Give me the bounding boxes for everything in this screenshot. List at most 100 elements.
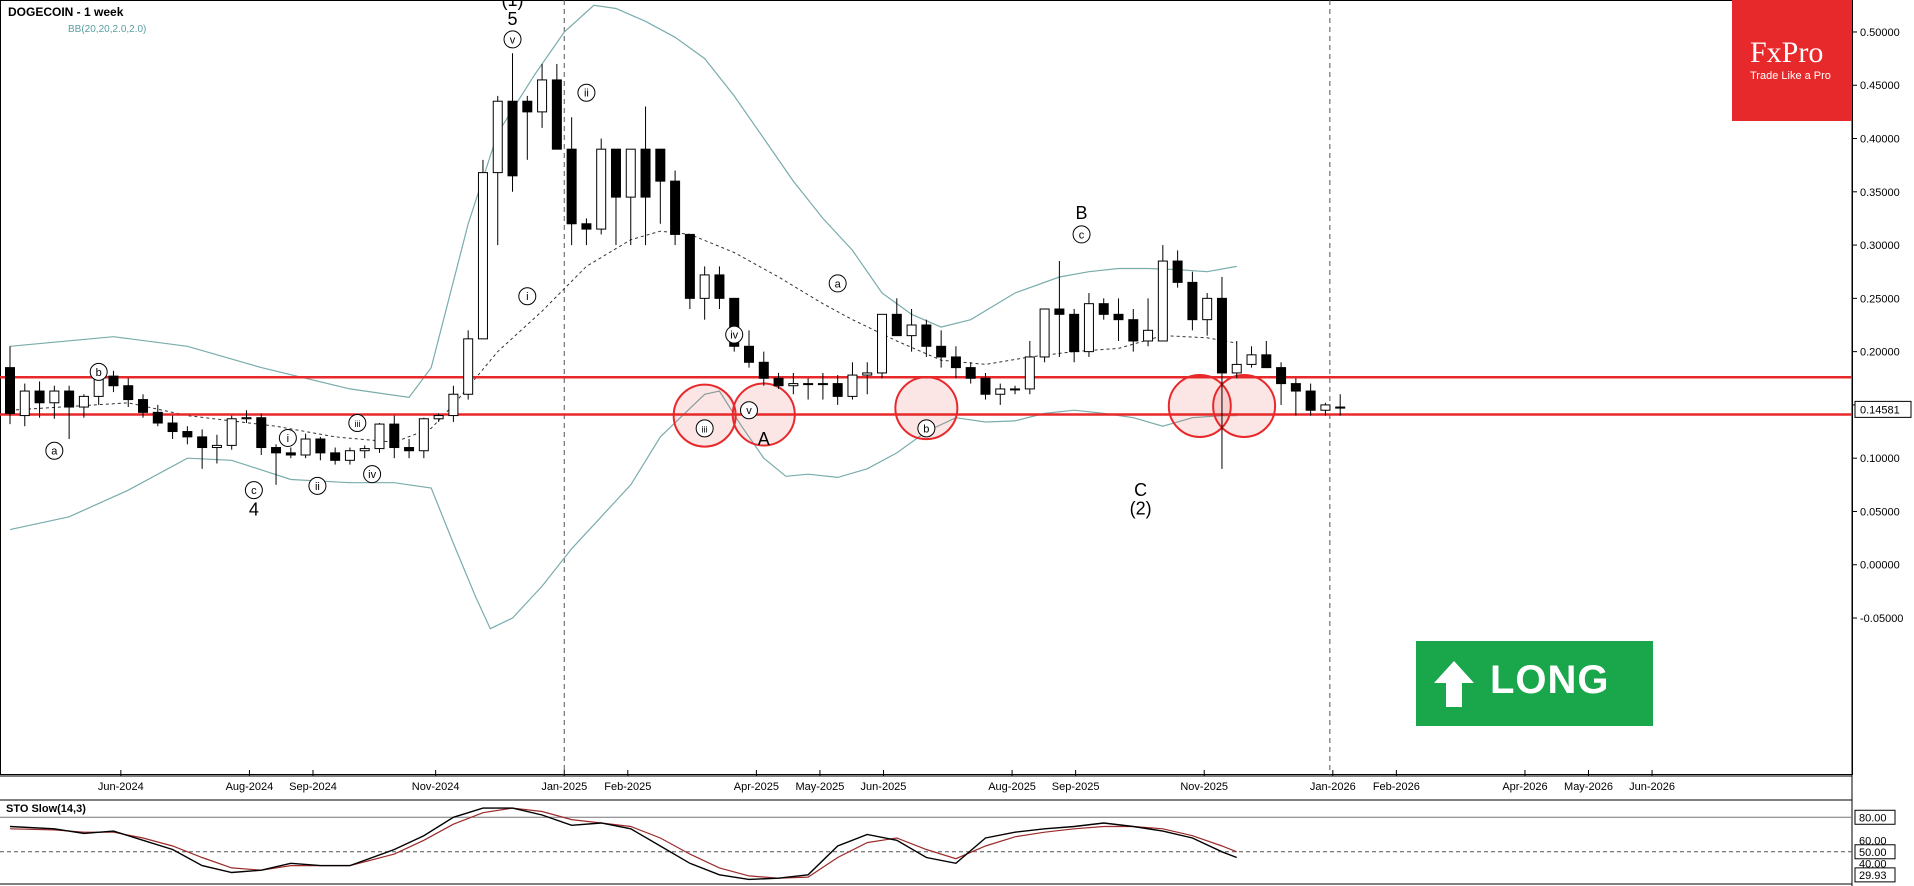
candle-84 xyxy=(1246,346,1257,368)
candle-77 xyxy=(1143,298,1154,347)
candle-body-up xyxy=(596,148,607,230)
stoch-level-box xyxy=(1854,867,1896,883)
wave-label-ring xyxy=(725,325,744,344)
x-tick-label: Aug-2024 xyxy=(226,781,274,793)
candle-19 xyxy=(285,447,296,459)
candle-body-down xyxy=(5,367,15,414)
candle-body-down xyxy=(832,383,843,397)
candle-3 xyxy=(49,385,60,419)
candle-60 xyxy=(891,298,902,337)
x-tick-label: Nov-2025 xyxy=(1180,781,1228,793)
wave-label-17: c xyxy=(244,481,263,500)
candle-63 xyxy=(936,330,947,368)
candle-body-down xyxy=(965,367,976,379)
candle-body-down xyxy=(551,79,562,150)
wave-label-text: v xyxy=(746,405,752,417)
x-tick-label: May-2025 xyxy=(795,781,844,793)
candle-88 xyxy=(1305,383,1316,416)
candle-15 xyxy=(226,415,237,450)
candle-80 xyxy=(1187,271,1198,331)
candle-body-up xyxy=(788,383,799,387)
candle-body-up xyxy=(625,148,636,198)
candle-body-down xyxy=(1187,281,1198,321)
candle-75 xyxy=(1113,298,1124,341)
candle-32 xyxy=(477,159,488,340)
wave-label-13: C xyxy=(1134,480,1147,500)
candle-13 xyxy=(197,429,208,469)
candle-5 xyxy=(78,394,89,418)
wave-label-text: iv xyxy=(368,469,376,481)
candle-body-down xyxy=(389,423,400,449)
candle-body-down xyxy=(138,399,149,413)
candle-body-down xyxy=(1335,406,1346,409)
y-tick-label: 0.00000 xyxy=(1860,560,1900,572)
candle-body-down xyxy=(640,148,651,198)
wave-label-ring xyxy=(278,428,297,447)
wave-label-text: ii xyxy=(315,481,320,493)
y-tick-label: 0.25000 xyxy=(1860,293,1900,305)
wave-label-text: ii xyxy=(584,88,589,100)
wave-label-16: a xyxy=(45,441,64,460)
x-tick-label: May-2026 xyxy=(1564,781,1613,793)
fxpro-logo: FxPro Trade Like a Pro xyxy=(1732,0,1852,121)
candle-body-down xyxy=(404,447,415,452)
candle-61 xyxy=(906,309,917,352)
wave-label-text: b xyxy=(923,423,929,435)
wave-label-ring xyxy=(244,481,263,500)
up-arrow-icon xyxy=(1434,661,1474,707)
candle-24 xyxy=(359,445,370,459)
wave-label-ring xyxy=(695,419,714,438)
wave-label-ring xyxy=(518,287,537,306)
candle-body-up xyxy=(463,338,474,395)
bollinger-upper-band xyxy=(9,4,1237,399)
chart-symbol-title: DOGECOIN - 1 week xyxy=(8,5,124,19)
candle-86 xyxy=(1276,362,1287,405)
candle-body-up xyxy=(241,417,252,420)
y-tick-label: 0.35000 xyxy=(1860,187,1900,199)
stoch-level-box xyxy=(1854,844,1896,860)
support-touch-circle-2 xyxy=(894,376,959,441)
wave-label-22: iv xyxy=(363,465,382,484)
candle-40 xyxy=(596,138,607,235)
wave-label-text: B xyxy=(1076,203,1088,223)
brand-name: FxPro xyxy=(1750,36,1824,69)
x-tick-label: Jun-2025 xyxy=(861,781,907,793)
support-touch-circle-0 xyxy=(672,383,737,448)
wave-label-12: c xyxy=(1072,225,1091,244)
candle-body-up xyxy=(877,313,888,374)
candle-body-down xyxy=(729,297,740,347)
candle-body-up xyxy=(1143,329,1154,342)
y-tick-label: 0.40000 xyxy=(1860,134,1900,146)
y-tick-label: 0.10000 xyxy=(1860,453,1900,465)
candle-body-down xyxy=(182,431,193,438)
current-price-label: 0.14581 xyxy=(1860,404,1900,416)
signal-label: LONG xyxy=(1490,658,1610,702)
candle-body-up xyxy=(847,374,858,397)
stoch-level-label: 29.93 xyxy=(1859,870,1887,882)
candle-59 xyxy=(877,313,888,379)
wave-label-20: ii xyxy=(308,476,327,495)
candle-body-down xyxy=(152,411,163,424)
candle-52 xyxy=(773,372,784,389)
candle-17 xyxy=(256,413,267,455)
candle-body-down xyxy=(167,422,178,433)
candle-body-up xyxy=(995,388,1006,395)
candle-body-down xyxy=(655,148,666,182)
candle-22 xyxy=(330,447,341,465)
candle-43 xyxy=(640,106,651,246)
y-tick-label: 0.05000 xyxy=(1860,506,1900,518)
wave-label-21: iii xyxy=(348,414,367,433)
candle-57 xyxy=(847,362,858,400)
candle-body-down xyxy=(610,148,621,198)
candle-body-up xyxy=(906,324,917,337)
wave-label-text: iii xyxy=(354,419,360,429)
stoch-level-box xyxy=(1854,809,1896,825)
candle-body-down xyxy=(581,223,592,230)
stoch-level-label: 80.00 xyxy=(1859,812,1887,824)
wave-label-9: a xyxy=(828,274,847,293)
x-tick-label: Feb-2025 xyxy=(604,781,651,793)
y-tick-label: 0.20000 xyxy=(1860,347,1900,359)
wave-label-text: (1) xyxy=(502,0,524,10)
candle-body-down xyxy=(670,180,681,235)
